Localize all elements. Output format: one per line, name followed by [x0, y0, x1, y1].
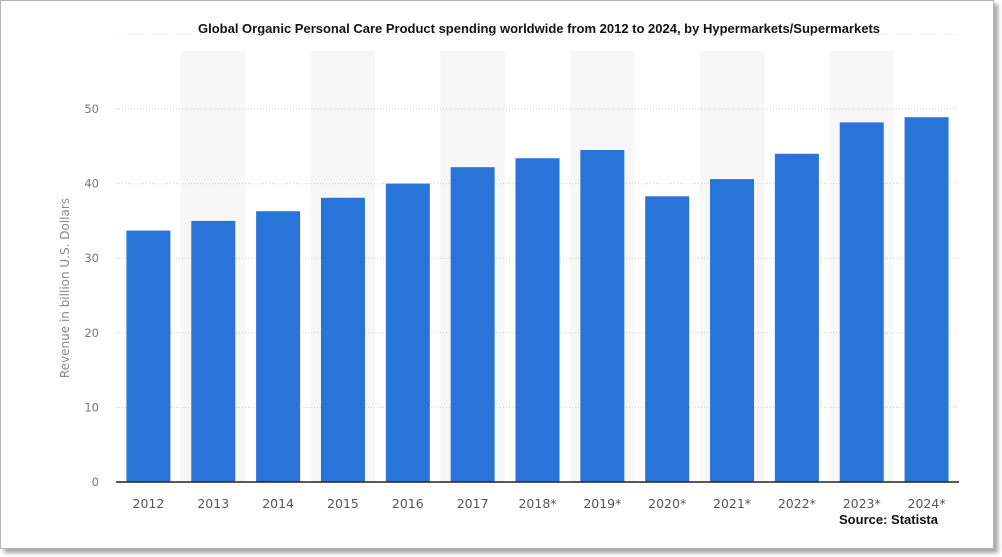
bar-2021	[710, 179, 755, 482]
x-tick-label: 2021*	[713, 496, 751, 511]
y-axis-label: Revenue in billion U.S. Dollars	[58, 198, 72, 378]
y-tick-labels: 0 10 20 30 40 50	[84, 102, 99, 489]
x-tick-label: 2017	[457, 496, 489, 511]
x-tick-label: 2022*	[778, 496, 816, 511]
bar-2022	[774, 153, 819, 482]
x-tick-label: 2018*	[518, 496, 556, 511]
chart-frame: Global Organic Personal Care Product spe…	[0, 0, 994, 549]
chart-title: Global Organic Personal Care Product spe…	[198, 21, 880, 36]
x-tick-label: 2023*	[843, 496, 881, 511]
bar-2020	[645, 196, 690, 483]
bars	[126, 117, 949, 483]
bar-2024	[904, 117, 949, 483]
y-tick-label: 10	[84, 400, 99, 414]
bar-2023	[839, 122, 884, 482]
bar-2012	[126, 230, 171, 482]
x-tick-label: 2015	[327, 496, 359, 511]
x-tick-label: 2014	[262, 496, 294, 511]
x-tick-label: 2016	[392, 496, 424, 511]
bar-2019	[580, 150, 625, 482]
bar-2018	[515, 158, 560, 482]
y-tick-label: 20	[84, 326, 99, 340]
x-tick-label: 2012	[133, 496, 165, 511]
source-label: Source: Statista	[839, 512, 939, 527]
y-tick-label: 30	[84, 251, 99, 265]
bar-2014	[256, 211, 301, 482]
y-tick-label: 0	[92, 475, 99, 489]
x-tick-label: 2019*	[583, 496, 621, 511]
bar-chart: Global Organic Personal Care Product spe…	[58, 21, 959, 527]
x-tick-label: 2024*	[908, 496, 946, 511]
bar-2017	[450, 167, 495, 483]
x-tick-labels: 2012 2013 2014 2015 2016 2017 2018* 2019* 2020* 2…	[133, 496, 946, 511]
x-tick-label: 2020*	[648, 496, 686, 511]
y-tick-label: 50	[84, 102, 99, 116]
y-tick-label: 40	[84, 177, 99, 191]
x-tick-label: 2013	[197, 496, 229, 511]
bar-2016	[385, 183, 430, 482]
bar-2015	[320, 197, 365, 483]
bar-2013	[191, 220, 236, 482]
